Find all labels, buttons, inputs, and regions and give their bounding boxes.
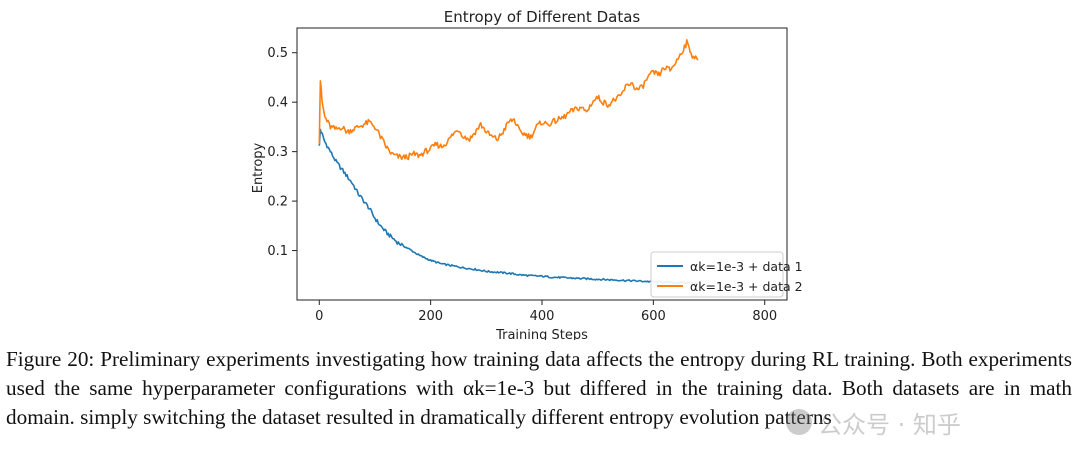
y-axis-ticks: 0.1 0.2 0.3 0.4 0.5 (267, 46, 297, 259)
legend-label-data2: αk=1e-3 + data 2 (690, 279, 803, 294)
y-axis-label: Entropy (251, 142, 266, 193)
series-line-2 (318, 39, 699, 161)
x-tick-label: 0 (315, 309, 323, 324)
y-tick-label: 0.1 (267, 244, 288, 259)
x-tick-label: 800 (752, 309, 777, 324)
figure-chart: Entropy of Different Datas 0 200 400 600 800… (251, 8, 803, 340)
y-tick-label: 0.5 (267, 46, 288, 61)
figure-caption: Figure 20: Preliminary experiments inves… (6, 347, 1072, 429)
legend-label-data1: αk=1e-3 + data 1 (690, 259, 803, 274)
chart-title: Entropy of Different Datas (444, 8, 641, 26)
x-tick-label: 200 (418, 309, 443, 324)
x-tick-label: 600 (641, 309, 666, 324)
x-axis-label: Training Steps (495, 328, 588, 340)
y-tick-label: 0.2 (267, 195, 288, 210)
y-tick-label: 0.3 (267, 145, 288, 160)
x-tick-label: 400 (530, 309, 555, 324)
series-lines (318, 39, 699, 285)
x-axis-ticks: 0 200 400 600 800 (315, 300, 777, 324)
y-tick-label: 0.4 (267, 96, 288, 111)
series-line-1 (318, 128, 699, 285)
legend-box (650, 251, 784, 298)
legend: αk=1e-3 + data 1 αk=1e-3 + data 2 (650, 251, 803, 298)
